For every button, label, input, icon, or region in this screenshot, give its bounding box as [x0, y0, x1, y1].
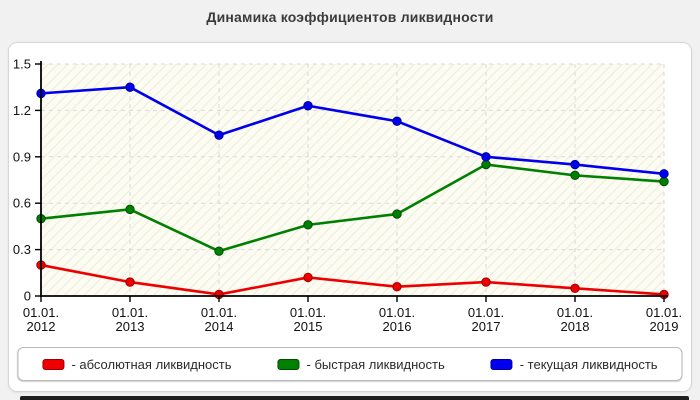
data-point [214, 246, 224, 256]
series-line-быстрая ликвидность [40, 163, 665, 253]
x-tick-label-year: 2014 [205, 319, 234, 334]
y-tick-label: 0 [24, 289, 31, 304]
y-tick-label: 0.9 [13, 149, 31, 164]
data-point [570, 283, 580, 293]
data-point [392, 116, 402, 126]
legend-item-quick-liquidity: - быстрая ликвидность [277, 356, 445, 372]
x-tick-label-date: 01.01. [201, 305, 237, 320]
chart-legend: - абсолютная ликвидность - быстрая ликви… [17, 347, 683, 381]
x-tick-label-date: 01.01. [646, 305, 682, 320]
data-point [392, 209, 402, 219]
x-tick-label-year: 2015 [294, 319, 323, 334]
y-tick-label: 0.6 [13, 196, 31, 211]
legend-item-absolute-liquidity: - абсолютная ликвидность [42, 356, 232, 372]
x-tick-label-date: 01.01. [557, 305, 593, 320]
data-point [570, 170, 580, 181]
x-tick-label-year: 2016 [383, 319, 412, 334]
data-point [125, 204, 135, 215]
legend-swatch-green [277, 358, 300, 370]
series-line-абсолютная ликвидность [40, 263, 665, 296]
x-tick-label-year: 2017 [472, 319, 501, 334]
page-title: Динамика коэффициентов ликвидности [206, 9, 494, 25]
x-tick-label-date: 01.01. [379, 305, 415, 320]
x-tick-label-date: 01.01. [468, 305, 504, 320]
x-tick-label-date: 01.01. [112, 305, 148, 320]
data-point [303, 101, 313, 111]
bottom-cutoff-bar [20, 396, 689, 400]
x-tick-label-date: 01.01. [290, 305, 326, 320]
legend-swatch-red [42, 358, 65, 370]
y-tick-label: 0.3 [13, 242, 31, 257]
legend-label-absolute-liquidity: - абсолютная ликвидность [71, 356, 232, 372]
data-point [125, 82, 135, 92]
data-point [214, 130, 224, 140]
data-point [303, 272, 313, 283]
data-point [481, 159, 491, 170]
data-point [570, 159, 580, 170]
x-tick-label-year: 2018 [561, 319, 590, 334]
legend-swatch-blue [490, 358, 513, 370]
legend-label-quick-liquidity: - быстрая ликвидность [306, 356, 445, 372]
chart-card: 0 0.3 0.6 0.9 1.2 1.5 01.01. 2012 01.01. 2013 01.0… [8, 42, 692, 392]
y-tick-label: 1.5 [13, 57, 31, 72]
data-point [392, 282, 402, 292]
data-point [659, 176, 669, 187]
x-tick-label-date: 01.01. [23, 305, 59, 320]
x-tick-label-year: 2013 [116, 319, 145, 334]
data-point [481, 277, 491, 287]
plot-area [41, 64, 664, 296]
x-tick-label-year: 2012 [27, 319, 56, 334]
series-line-текущая ликвидность [40, 85, 665, 176]
data-point [303, 220, 313, 230]
x-tick-label-year: 2019 [650, 319, 679, 334]
data-point [125, 277, 135, 287]
legend-item-current-liquidity: - текущая ликвидность [490, 356, 658, 372]
data-point [659, 169, 669, 179]
y-tick-label: 1.2 [13, 103, 31, 118]
data-point [481, 152, 491, 162]
chart-plot: 00.30.60.91.21.501.01.201201.01.201301.0… [13, 57, 682, 335]
legend-label-current-liquidity: - текущая ликвидность [519, 356, 658, 372]
